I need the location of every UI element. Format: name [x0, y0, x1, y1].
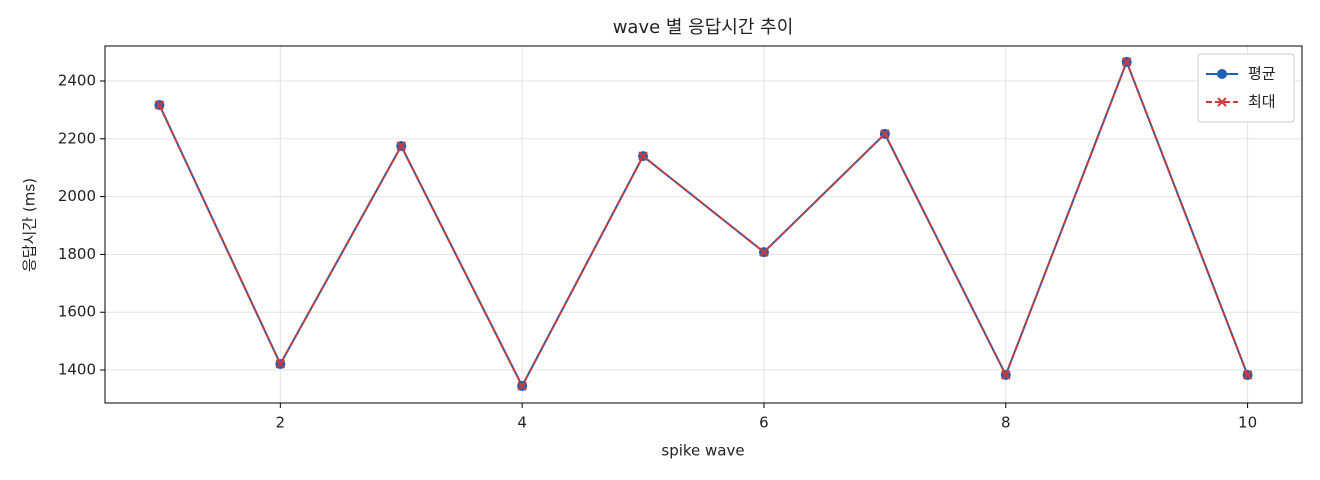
- x-tick-label: 6: [759, 414, 769, 432]
- x-tick-label: 4: [517, 414, 527, 432]
- legend-marker: [1217, 97, 1227, 107]
- x-tick-label: 8: [1001, 414, 1011, 432]
- x-axis-label: spike wave: [661, 442, 744, 460]
- x-tick-label: 2: [276, 414, 286, 432]
- x-tick-label: 10: [1238, 414, 1257, 432]
- y-tick-label: 1800: [58, 245, 96, 263]
- legend-label: 평균: [1248, 65, 1276, 83]
- y-tick-label: 2200: [58, 129, 96, 147]
- y-tick-label: 1600: [58, 303, 96, 321]
- y-tick-label: 2400: [58, 71, 96, 89]
- line: [158, 59, 1249, 389]
- plot-frame: [104, 45, 1303, 404]
- marker: [517, 381, 527, 391]
- legend-label: 최대: [1248, 93, 1276, 111]
- chart-title: wave 별 응답시간 추이: [613, 17, 794, 38]
- legend-marker: [1217, 69, 1227, 79]
- y-axis-label: 응답시간 (ms): [21, 178, 39, 272]
- marker: [759, 247, 769, 257]
- marker: [154, 100, 165, 110]
- marker: [396, 141, 406, 151]
- marker: [638, 151, 648, 161]
- marker: [1121, 57, 1132, 67]
- y-tick-label: 2000: [58, 187, 96, 205]
- marker: [275, 359, 286, 369]
- marker: [1242, 370, 1253, 380]
- y-tick-label: 1400: [58, 361, 96, 379]
- marker: [880, 129, 890, 139]
- legend-box: [1197, 53, 1295, 123]
- marker: [1001, 370, 1011, 380]
